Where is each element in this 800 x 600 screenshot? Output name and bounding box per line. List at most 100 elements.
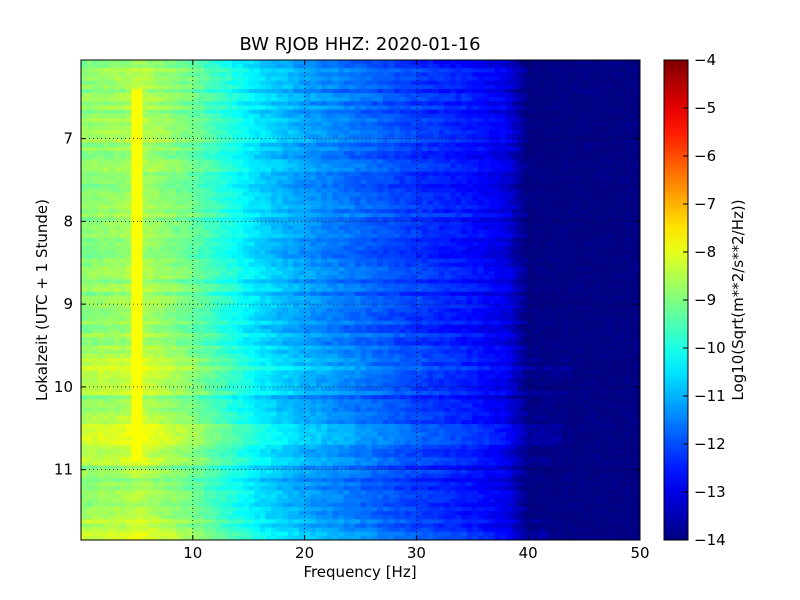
heatmap-cell bbox=[203, 101, 211, 107]
heatmap-cell bbox=[125, 171, 132, 177]
heatmap-cell bbox=[226, 76, 233, 82]
heatmap-cell bbox=[120, 146, 127, 152]
heatmap-cell bbox=[81, 126, 88, 131]
heatmap-cell bbox=[265, 208, 272, 214]
heatmap-cell bbox=[332, 184, 339, 189]
heatmap-cell bbox=[472, 196, 479, 202]
heatmap-cell bbox=[483, 200, 490, 206]
heatmap-cell bbox=[97, 113, 104, 119]
heatmap-cell bbox=[349, 113, 356, 119]
heatmap-cell bbox=[494, 76, 501, 82]
heatmap-cell bbox=[472, 155, 479, 160]
heatmap-cell bbox=[438, 246, 445, 251]
heatmap-cell bbox=[634, 146, 640, 152]
heatmap-cell bbox=[187, 225, 194, 231]
heatmap-cell bbox=[131, 130, 138, 136]
heatmap-cell bbox=[237, 151, 244, 156]
heatmap-cell bbox=[287, 72, 295, 78]
heatmap-cell bbox=[500, 208, 507, 214]
heatmap-cell bbox=[567, 64, 574, 69]
heatmap-cell bbox=[466, 167, 473, 173]
heatmap-cell bbox=[572, 146, 580, 152]
heatmap-cell bbox=[533, 208, 540, 214]
heatmap-cell bbox=[131, 229, 138, 235]
heatmap-cell bbox=[92, 184, 99, 189]
heatmap-cell bbox=[86, 175, 93, 181]
heatmap-cell bbox=[371, 188, 378, 194]
heatmap-cell bbox=[114, 84, 121, 90]
heatmap-cell bbox=[455, 64, 462, 69]
heatmap-cell bbox=[600, 188, 608, 194]
heatmap-cell bbox=[81, 84, 88, 90]
heatmap-cell bbox=[304, 175, 311, 181]
heatmap-cell bbox=[92, 109, 99, 115]
heatmap-cell bbox=[556, 93, 563, 98]
heatmap-cell bbox=[103, 250, 110, 256]
heatmap-cell bbox=[634, 113, 640, 119]
heatmap-cell bbox=[148, 64, 155, 69]
heatmap-cell bbox=[215, 213, 222, 218]
heatmap-cell bbox=[528, 180, 535, 185]
heatmap-cell bbox=[572, 171, 580, 177]
heatmap-cell bbox=[159, 151, 166, 156]
heatmap-cell bbox=[198, 101, 205, 107]
heatmap-cell bbox=[394, 258, 401, 264]
heatmap-cell bbox=[550, 117, 557, 123]
heatmap-cell bbox=[148, 180, 155, 185]
heatmap-cell bbox=[606, 84, 613, 90]
heatmap-cell bbox=[461, 68, 468, 74]
heatmap-cell bbox=[427, 208, 434, 214]
heatmap-cell bbox=[220, 213, 227, 218]
heatmap-cell bbox=[623, 88, 630, 94]
heatmap-cell bbox=[315, 101, 322, 107]
heatmap-cell bbox=[315, 229, 322, 235]
heatmap-cell bbox=[164, 237, 172, 243]
heatmap-cell bbox=[533, 155, 540, 160]
heatmap-cell bbox=[338, 175, 345, 181]
heatmap-cell bbox=[416, 246, 423, 251]
heatmap-cell bbox=[125, 163, 132, 169]
heatmap-cell bbox=[623, 159, 630, 165]
heatmap-cell bbox=[237, 184, 244, 189]
heatmap-cell bbox=[153, 184, 160, 189]
heatmap-cell bbox=[634, 233, 640, 239]
heatmap-cell bbox=[321, 213, 328, 218]
heatmap-cell bbox=[617, 142, 624, 148]
heatmap-cell bbox=[567, 142, 574, 148]
heatmap-cell bbox=[131, 237, 138, 243]
heatmap-cell bbox=[271, 225, 278, 231]
heatmap-cell bbox=[405, 163, 412, 169]
heatmap-cell bbox=[142, 225, 149, 231]
heatmap-cell bbox=[628, 163, 636, 169]
heatmap-cell bbox=[114, 163, 121, 169]
heatmap-cell bbox=[120, 258, 127, 264]
heatmap-cell bbox=[265, 88, 272, 94]
heatmap-cell bbox=[248, 180, 255, 185]
heatmap-cell bbox=[477, 151, 485, 156]
heatmap-cell bbox=[287, 151, 295, 156]
heatmap-cell bbox=[623, 101, 630, 107]
heatmap-cell bbox=[326, 246, 334, 251]
heatmap-cell bbox=[522, 208, 529, 214]
heatmap-cell bbox=[421, 93, 429, 98]
heatmap-cell bbox=[360, 213, 367, 218]
heatmap-cell bbox=[271, 229, 278, 235]
heatmap-cell bbox=[517, 167, 524, 173]
heatmap-cell bbox=[449, 184, 457, 189]
heatmap-cell bbox=[86, 88, 93, 94]
heatmap-cell bbox=[287, 117, 295, 123]
heatmap-cell bbox=[500, 175, 507, 181]
heatmap-cell bbox=[176, 80, 183, 86]
heatmap-cell bbox=[410, 93, 417, 98]
heatmap-cell bbox=[472, 122, 479, 127]
heatmap-cell bbox=[595, 109, 602, 115]
heatmap-cell bbox=[282, 258, 289, 264]
heatmap-cell bbox=[237, 175, 244, 181]
heatmap-cell bbox=[589, 130, 596, 136]
heatmap-cell bbox=[203, 64, 211, 69]
heatmap-cell bbox=[438, 192, 445, 198]
heatmap-cell bbox=[231, 126, 239, 131]
heatmap-cell bbox=[511, 213, 518, 218]
heatmap-cell bbox=[410, 171, 417, 177]
heatmap-cell bbox=[192, 163, 199, 169]
